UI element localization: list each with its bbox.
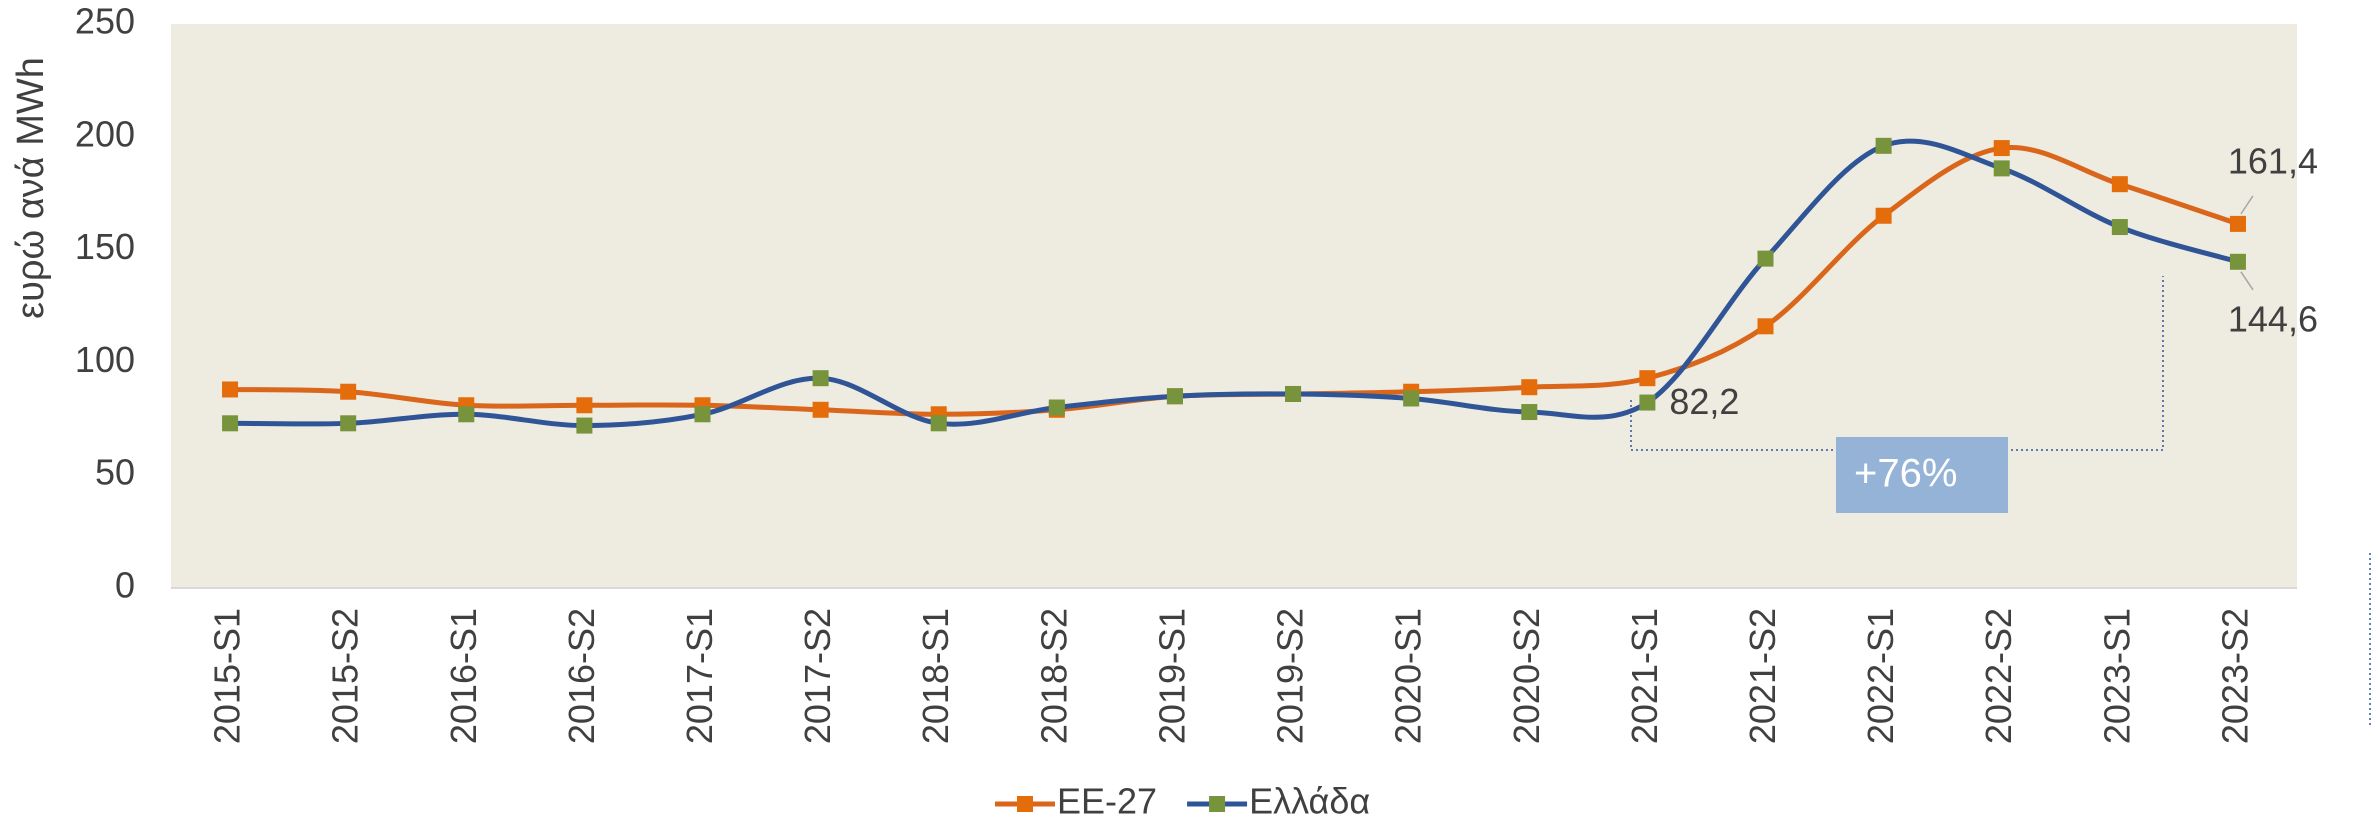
x-tick-label: 2015-S1 xyxy=(207,608,248,744)
annotation-box xyxy=(1836,437,2008,513)
marker xyxy=(1285,385,1302,402)
marker xyxy=(2111,176,2128,193)
x-tick-label: 2016-S1 xyxy=(443,608,484,744)
marker xyxy=(1993,140,2010,157)
legend-marker xyxy=(1209,796,1226,812)
x-tick-label: 2019-S2 xyxy=(1270,608,1311,744)
x-tick-label: 2021-S1 xyxy=(1624,608,1665,744)
y-tick-label: 50 xyxy=(95,452,135,493)
marker xyxy=(1521,379,1538,396)
x-tick-label: 2019-S1 xyxy=(1151,608,1192,744)
marker xyxy=(576,417,593,434)
annotation: +76% xyxy=(1854,452,1957,496)
y-axis-label: ευρώ ανά MWh xyxy=(10,57,52,319)
marker xyxy=(1639,394,1656,411)
x-tick-label: 2017-S1 xyxy=(679,608,720,744)
data-label: 82,2 xyxy=(1669,381,1739,422)
marker xyxy=(1875,137,1892,154)
marker xyxy=(812,370,829,387)
x-tick-label: 2016-S2 xyxy=(561,608,602,744)
marker xyxy=(1757,250,1774,267)
x-tick-label: 2017-S2 xyxy=(797,608,838,744)
x-tick-label: 2020-S1 xyxy=(1388,608,1429,744)
x-tick-label: 2018-S2 xyxy=(1033,608,1074,744)
leader-line xyxy=(2240,271,2254,291)
x-tick-label: 2020-S2 xyxy=(1506,608,1547,744)
data-label: 161,4 xyxy=(2228,140,2318,181)
marker xyxy=(1166,388,1183,405)
marker xyxy=(2229,253,2246,270)
marker xyxy=(340,415,357,432)
marker xyxy=(1403,390,1420,407)
x-tick-label: 2022-S2 xyxy=(1978,608,2019,744)
marker xyxy=(1048,399,1065,416)
marker xyxy=(576,397,593,414)
x-tick-label: 2021-S2 xyxy=(1742,608,1783,744)
marker xyxy=(812,401,829,418)
y-tick-label: 100 xyxy=(75,339,135,380)
marker xyxy=(930,415,947,432)
marker xyxy=(1521,404,1538,421)
legend-marker xyxy=(1017,796,1033,812)
legend-label: EE-27 xyxy=(1057,781,1157,822)
marker xyxy=(340,383,357,400)
y-tick-label: 150 xyxy=(75,226,135,267)
y-tick-label: 0 xyxy=(115,565,135,606)
marker xyxy=(1875,207,1892,224)
marker xyxy=(1757,318,1774,335)
legend-label: Ελλάδα xyxy=(1249,781,1370,822)
marker xyxy=(1993,160,2010,177)
data-label: 144,6 xyxy=(2228,298,2318,339)
marker xyxy=(222,415,239,432)
marker xyxy=(2111,219,2128,236)
x-tick-label: 2023-S1 xyxy=(2096,608,2137,744)
marker xyxy=(222,381,239,398)
marker xyxy=(694,406,711,423)
marker xyxy=(1639,370,1656,387)
marker xyxy=(2229,215,2246,232)
x-tick-label: 2023-S2 xyxy=(2214,608,2255,744)
x-tick-label: 2018-S1 xyxy=(915,608,956,744)
marker xyxy=(458,406,475,423)
leader-line xyxy=(2240,195,2254,215)
x-tick-label: 2022-S1 xyxy=(1860,608,1901,744)
y-tick-label: 200 xyxy=(75,113,135,154)
y-tick-label: 250 xyxy=(75,1,135,42)
x-tick-label: 2015-S2 xyxy=(325,608,366,744)
